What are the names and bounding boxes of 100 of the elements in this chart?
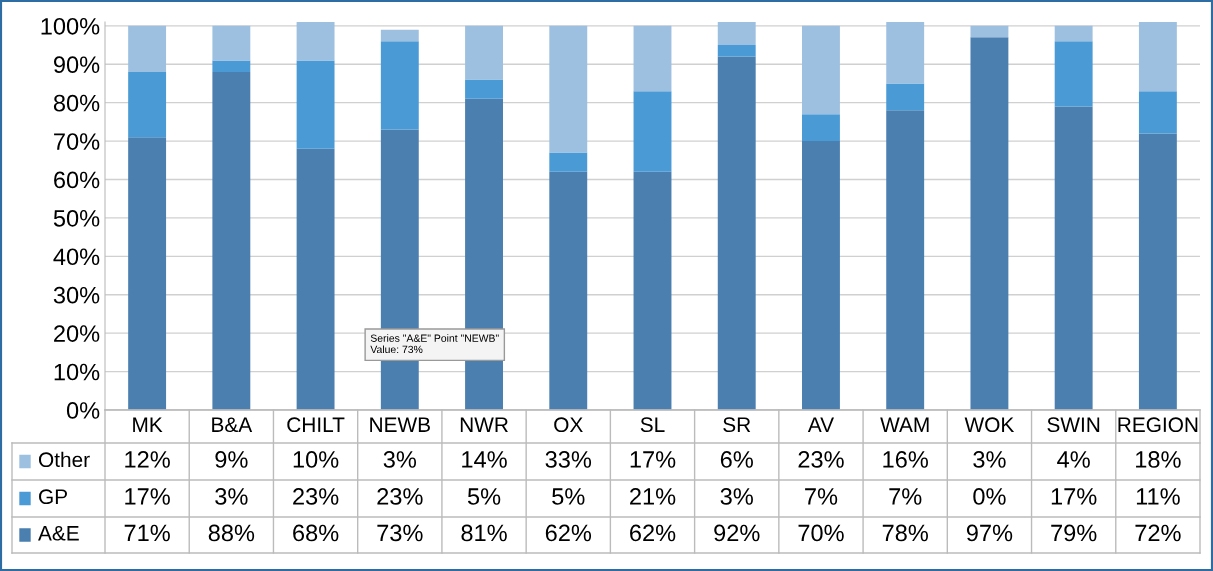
bar — [296, 22, 335, 61]
x-tick-label: SWIN — [1047, 417, 1100, 433]
data-label: 68% — [293, 524, 339, 542]
data-label: 11% — [1136, 488, 1180, 505]
data-label: 7% — [805, 488, 838, 505]
x-tick-label: MK — [133, 417, 163, 432]
annotation: Series "A&E" Point "NEWB" Value: 73% — [370, 334, 499, 354]
data-label: 78% — [882, 524, 928, 542]
bar — [802, 141, 840, 410]
data-label: 17% — [125, 488, 170, 505]
bar — [633, 25, 672, 92]
x-tick-label: AV — [807, 417, 834, 432]
bar — [212, 25, 251, 61]
data-label: 3% — [973, 451, 1006, 468]
data-label: 17% — [630, 451, 676, 468]
data-label: 79% — [1051, 524, 1097, 542]
bar — [380, 29, 419, 42]
bar — [128, 25, 167, 72]
bar — [633, 171, 672, 410]
x-tick-label: OX — [554, 417, 583, 433]
bar — [465, 25, 503, 80]
data-label: 12% — [125, 451, 170, 468]
data-label: 4% — [1057, 451, 1090, 468]
bar — [465, 79, 503, 99]
bar — [802, 114, 840, 142]
data-label: 72% — [1135, 524, 1181, 542]
bar — [128, 71, 167, 138]
bar — [1138, 91, 1177, 134]
bar — [1138, 133, 1177, 410]
x-tick-label: WOK — [964, 417, 1015, 433]
bar — [886, 83, 925, 111]
bar — [970, 25, 1009, 38]
data-label: 17% — [1051, 488, 1097, 505]
bar — [717, 45, 756, 57]
bar — [549, 171, 588, 410]
x-tick-label: SL — [640, 417, 665, 433]
data-label: 3% — [720, 488, 753, 505]
y-tick-label: 0% — [66, 402, 100, 419]
bar — [128, 137, 167, 410]
bar — [1054, 25, 1093, 42]
data-label: 10% — [293, 451, 339, 468]
data-label: 21% — [630, 488, 676, 505]
bar — [886, 110, 925, 410]
data-label: 62% — [630, 524, 676, 542]
data-label: 3% — [383, 451, 417, 468]
bar — [633, 91, 672, 172]
y-tick-label: 50% — [53, 209, 100, 227]
data-label: 33% — [545, 451, 592, 468]
bar — [296, 60, 335, 149]
data-label: 71% — [124, 524, 170, 542]
data-label: 5% — [467, 488, 501, 505]
data-label: 3% — [215, 488, 248, 505]
x-tick-label: WAM — [880, 417, 929, 432]
y-tick-label: 60% — [54, 171, 100, 189]
data-label: 5% — [552, 488, 585, 505]
data-label: 18% — [1136, 451, 1181, 468]
data-label: 70% — [798, 524, 844, 542]
x-tick-label: CHILT — [287, 417, 345, 433]
legend-label: GP — [39, 489, 67, 505]
x-tick-label: REGION — [1118, 417, 1198, 433]
data-label: 81% — [461, 524, 507, 542]
legend-label: Other — [38, 451, 90, 468]
data-label: 0% — [973, 488, 1006, 505]
bar — [549, 152, 588, 172]
bar — [380, 41, 419, 130]
data-label: 92% — [714, 524, 760, 542]
bar — [802, 25, 840, 115]
y-tick-label: 90% — [53, 56, 100, 74]
bar — [212, 71, 251, 410]
data-label: 9% — [215, 451, 248, 468]
bar — [296, 148, 335, 410]
y-tick-label: 20% — [54, 325, 100, 342]
data-label: 88% — [208, 524, 255, 542]
bar — [549, 25, 588, 153]
legend-label: A&E — [38, 525, 79, 541]
y-tick-label: 100% — [41, 17, 100, 35]
data-label: 14% — [462, 451, 507, 468]
y-tick-label: 40% — [53, 248, 100, 266]
data-label: 73% — [377, 524, 423, 542]
x-tick-label: NWR — [460, 417, 508, 432]
data-label: 23% — [798, 451, 844, 468]
data-label: 16% — [883, 451, 928, 468]
bar — [717, 22, 756, 46]
data-label: 23% — [377, 488, 423, 505]
data-label: 62% — [545, 524, 592, 542]
x-tick-label: SR — [723, 417, 751, 433]
bar — [970, 37, 1009, 410]
data-label: 6% — [720, 451, 753, 468]
y-tick-label: 70% — [54, 133, 100, 150]
data-label: 97% — [966, 524, 1013, 542]
data-label: 23% — [293, 488, 339, 505]
x-tick-label: NEWB — [370, 417, 430, 432]
bar — [886, 22, 925, 84]
y-tick-label: 10% — [54, 363, 100, 381]
bar — [1138, 22, 1177, 92]
bar — [1054, 106, 1093, 410]
y-tick-label: 30% — [53, 286, 100, 304]
bar — [1054, 41, 1093, 107]
bar — [717, 56, 756, 410]
y-tick-label: 80% — [53, 94, 100, 112]
